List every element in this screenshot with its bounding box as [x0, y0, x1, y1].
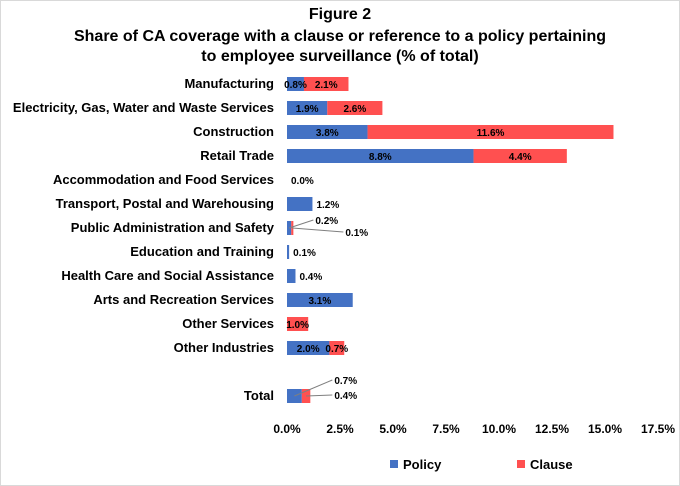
callout-leader-line	[294, 379, 333, 397]
data-label-policy: 0.8%	[284, 80, 307, 91]
bar-policy	[287, 149, 474, 163]
bar-clause	[329, 341, 345, 355]
bar-policy	[287, 77, 304, 91]
bar-policy	[287, 197, 313, 211]
x-tick-label: 2.5%	[326, 422, 354, 436]
bar-clause	[473, 149, 567, 163]
category-label: Total	[244, 388, 274, 403]
bar-policy	[287, 245, 290, 259]
x-tick-label: 12.5%	[535, 422, 569, 436]
category-label: Electricity, Gas, Water and Waste Servic…	[13, 100, 274, 115]
x-tick-label: 10.0%	[482, 422, 516, 436]
chart-title-line-2: to employee surveillance (% of total)	[201, 48, 479, 65]
data-label-clause: 4.4%	[509, 152, 532, 163]
chart-title-line-1: Share of CA coverage with a clause or re…	[73, 28, 606, 45]
data-label-clause: 2.1%	[315, 80, 338, 91]
category-label: Other Industries	[174, 340, 274, 355]
category-label: Public Administration and Safety	[71, 220, 275, 235]
data-label-policy: 1.2%	[316, 200, 339, 211]
data-label-policy: 0.0%	[291, 176, 314, 187]
data-label-policy: 3.8%	[316, 128, 339, 139]
category-label: Construction	[193, 124, 274, 139]
data-label-clause: 0.1%	[345, 228, 368, 239]
category-label: Education and Training	[130, 244, 274, 259]
figure-label: Figure 2	[308, 6, 372, 23]
category-label: Health Care and Social Assistance	[61, 268, 274, 283]
callout-leader-line	[288, 219, 314, 229]
x-tick-label: 5.0%	[379, 422, 407, 436]
legend-swatch-clause	[517, 460, 525, 468]
bar-clause	[367, 125, 614, 139]
data-label-clause: 0.4%	[334, 391, 357, 402]
category-label: Retail Trade	[200, 148, 274, 163]
bar-clause	[327, 101, 383, 115]
x-tick-label: 15.0%	[588, 422, 622, 436]
x-tick-label: 7.5%	[432, 422, 460, 436]
category-label: Accommodation and Food Services	[53, 172, 274, 187]
data-label-clause: 0.7%	[325, 344, 348, 355]
data-label-clause: 2.6%	[343, 104, 366, 115]
legend-label-clause: Clause	[530, 457, 573, 472]
legend-label-policy: Policy	[403, 457, 442, 472]
bar-clause	[287, 317, 309, 331]
x-tick-label: 17.5%	[641, 422, 675, 436]
bar-policy	[287, 341, 330, 355]
category-label: Transport, Postal and Warehousing	[56, 196, 274, 211]
category-label: Other Services	[182, 316, 274, 331]
data-label-policy: 0.7%	[334, 376, 357, 387]
data-label-policy: 0.1%	[293, 248, 316, 259]
bar-clause	[303, 77, 349, 91]
callout-leader-line	[292, 227, 344, 233]
data-label-policy: 1.9%	[296, 104, 319, 115]
bar-policy	[287, 125, 368, 139]
category-label: Manufacturing	[184, 76, 274, 91]
callout-leader-line	[306, 394, 333, 397]
bar-policy	[287, 101, 328, 115]
bar-policy	[287, 269, 296, 283]
data-label-policy: 0.4%	[299, 272, 322, 283]
data-label-clause: 11.6%	[477, 128, 505, 139]
data-label-policy: 3.1%	[308, 296, 331, 307]
data-label-policy: 2.0%	[297, 344, 320, 355]
data-label-policy: 0.2%	[315, 216, 338, 227]
data-label-policy: 8.8%	[369, 152, 392, 163]
legend-swatch-policy	[390, 460, 398, 468]
bar-policy	[287, 389, 302, 403]
bar-policy	[287, 293, 353, 307]
category-label: Arts and Recreation Services	[93, 292, 274, 307]
data-label-clause: 1.0%	[286, 320, 309, 331]
x-tick-label: 0.0%	[273, 422, 301, 436]
